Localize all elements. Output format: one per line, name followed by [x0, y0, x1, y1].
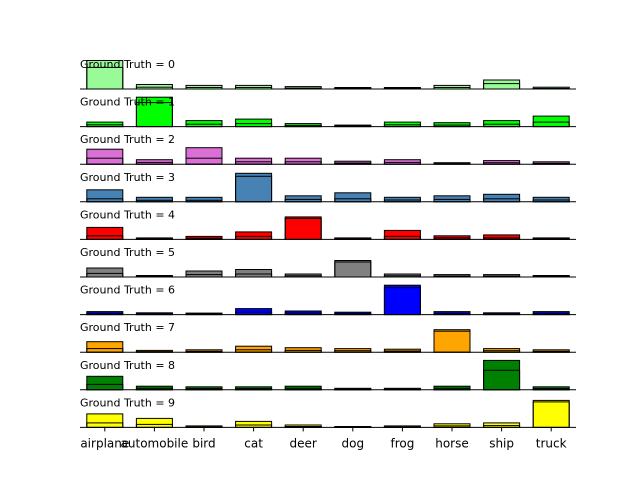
bar-cat: [235, 118, 273, 128]
x-tick-label-truck: truck: [536, 436, 567, 450]
bar-airplane: [86, 148, 124, 165]
row-label: Ground Truth = 2: [80, 133, 175, 146]
bar-airplane: [86, 267, 124, 278]
bar-truck: [532, 399, 570, 428]
bar-automobile: [135, 417, 173, 428]
bar-deer: [284, 195, 322, 203]
bar-cat: [235, 172, 273, 203]
bar-cat: [235, 157, 273, 165]
bar-frog: [383, 284, 421, 316]
row-label: Ground Truth = 3: [80, 171, 175, 184]
row-label: Ground Truth = 1: [80, 96, 175, 109]
row-label: Ground Truth = 4: [80, 208, 175, 221]
chart-row-5: Ground Truth = 5: [80, 246, 576, 278]
x-tick-label-frog: frog: [390, 436, 414, 450]
chart-row-8: Ground Truth = 8: [80, 359, 576, 391]
bar-ship: [483, 193, 521, 203]
x-tick-label-ship: ship: [489, 436, 514, 450]
chart-row-2: Ground Truth = 2: [80, 133, 576, 165]
bar-cat: [235, 269, 273, 278]
bar-cat: [235, 308, 273, 316]
bar-airplane: [86, 189, 124, 203]
row-label: Ground Truth = 9: [80, 396, 175, 409]
x-tick-label-bird: bird: [192, 436, 215, 450]
bar-bird: [185, 120, 223, 128]
bar-automobile: [135, 196, 173, 203]
chart-row-9: Ground Truth = 9: [80, 396, 576, 428]
row-label: Ground Truth = 7: [80, 321, 175, 334]
bar-dog: [334, 260, 372, 278]
bar-horse: [433, 195, 471, 203]
row-label: Ground Truth = 5: [80, 246, 175, 259]
x-tick-label-horse: horse: [435, 436, 469, 450]
bar-deer: [284, 216, 322, 240]
bar-airplane: [86, 413, 124, 428]
bar-cat: [235, 231, 273, 240]
x-tick-label-airplane: airplane: [80, 436, 129, 450]
bar-airplane: [86, 341, 124, 353]
bar-ship: [483, 79, 521, 90]
row-label: Ground Truth = 0: [80, 58, 175, 71]
bar-bird: [185, 196, 223, 203]
x-tick-label-cat: cat: [244, 436, 263, 450]
x-tick-label-dog: dog: [342, 436, 365, 450]
row-label: Ground Truth = 8: [80, 359, 175, 372]
chart-row-6: Ground Truth = 6: [80, 284, 576, 316]
bar-cat: [235, 420, 273, 428]
bar-deer: [284, 157, 322, 165]
bar-ship: [483, 120, 521, 128]
chart-row-0: Ground Truth = 0: [80, 58, 576, 90]
chart-row-1: Ground Truth = 1: [80, 96, 576, 128]
chart-row-4: Ground Truth = 4: [80, 208, 576, 240]
x-tick-label-automobile: automobile: [121, 436, 189, 450]
bar-cat: [235, 345, 273, 353]
chart-row-3: Ground Truth = 3: [80, 171, 576, 203]
row-label: Ground Truth = 6: [80, 284, 175, 297]
chart-row-7: Ground Truth = 7: [80, 321, 576, 353]
bar-frog: [383, 229, 421, 240]
bar-bird: [185, 270, 223, 278]
bar-ship: [483, 359, 521, 391]
bar-truck: [532, 115, 570, 128]
chart-rows: Ground Truth = 0 Ground Truth = 1 Ground T…: [80, 58, 576, 428]
bar-ship: [483, 234, 521, 240]
bar-horse: [433, 329, 471, 353]
bar-bird: [185, 147, 223, 165]
bar-dog: [334, 192, 372, 203]
x-tick-label-deer: deer: [290, 436, 317, 450]
bar-airplane: [86, 226, 124, 240]
bar-airplane: [86, 375, 124, 391]
